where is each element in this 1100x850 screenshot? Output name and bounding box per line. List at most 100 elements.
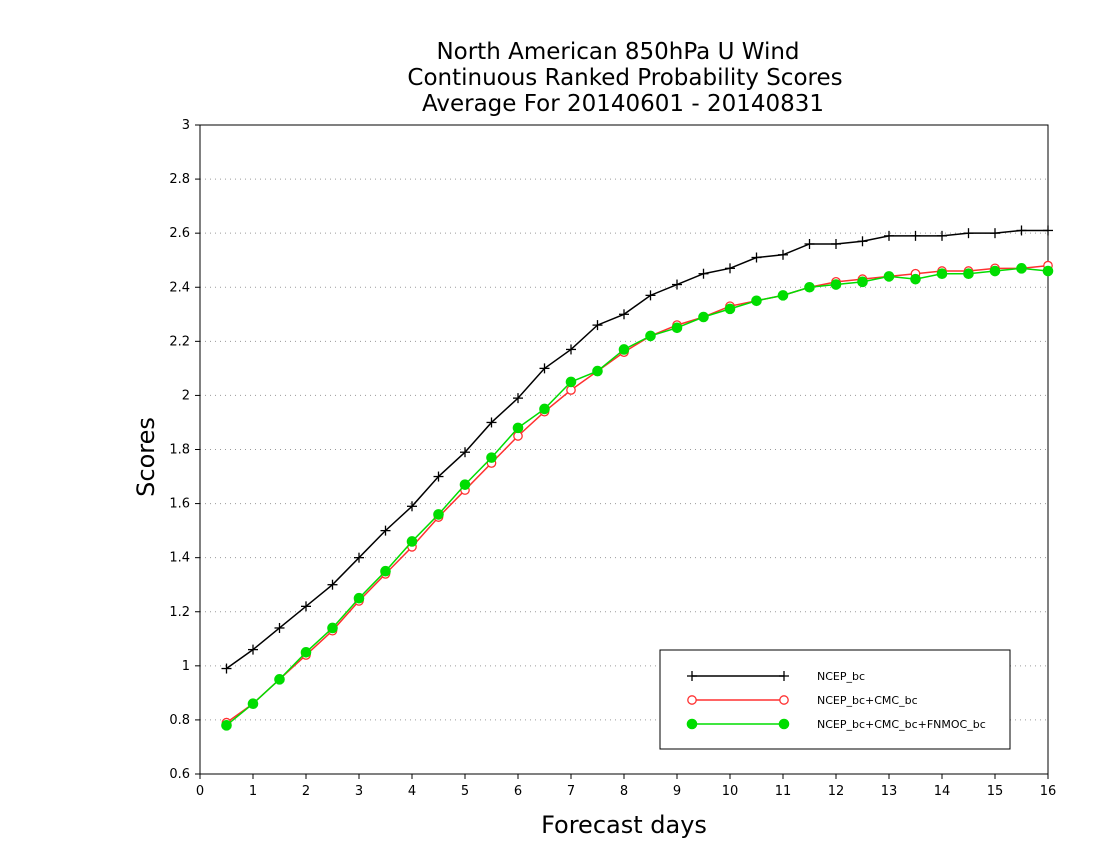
x-tick-label: 15 — [987, 784, 1004, 799]
data-point — [831, 238, 841, 249]
chart-title-line-3: Average For 20140601 - 20140831 — [422, 91, 824, 117]
x-tick-label: 16 — [1040, 784, 1057, 799]
y-tick-label: 1 — [182, 659, 190, 674]
data-point — [778, 249, 788, 260]
data-point — [724, 303, 736, 315]
data-point — [751, 295, 762, 307]
legend-marker — [779, 695, 789, 705]
y-tick-label: 2.8 — [169, 172, 190, 187]
data-point — [830, 279, 842, 290]
x-tick-label: 9 — [673, 784, 681, 799]
data-point — [407, 501, 417, 512]
legend-label: NCEP_bc — [817, 670, 865, 683]
legend-marker — [686, 718, 698, 730]
data-point — [221, 663, 232, 674]
data-point — [460, 447, 470, 458]
y-tick-label: 2.6 — [169, 226, 190, 241]
data-point — [248, 644, 258, 655]
data-point — [883, 271, 895, 282]
x-tick-label: 1 — [249, 784, 257, 799]
series-layer — [221, 225, 1054, 731]
x-tick-label: 12 — [828, 784, 845, 799]
y-axis-ticks: 0.6 0.8 1 1.2 1.4 1.6 1.8 2 2.2 2.4 2.6 2.8 3 — [169, 118, 200, 782]
gridlines — [200, 178, 1048, 721]
data-point — [936, 268, 948, 280]
series-line — [226, 229, 1048, 670]
legend-label: NCEP_bc+CMC_bc+FNMOC_bc — [817, 718, 986, 731]
y-tick-label: 2 — [182, 388, 190, 403]
data-point — [804, 238, 815, 249]
x-axis-ticks: 0 1 2 3 4 5 6 7 8 9 10 11 12 13 14 15 16 — [196, 774, 1056, 799]
x-tick-label: 3 — [355, 784, 363, 799]
data-point — [645, 330, 656, 342]
data-point — [300, 647, 312, 658]
data-point — [221, 720, 232, 731]
x-tick-label: 8 — [620, 784, 628, 799]
chart-title-line-2: Continuous Ranked Probability Scores — [407, 65, 842, 91]
x-tick-label: 13 — [881, 784, 898, 799]
y-axis-label: Scores — [132, 417, 160, 497]
data-point — [1043, 225, 1053, 236]
data-point — [910, 273, 921, 285]
data-point — [1042, 265, 1054, 277]
data-point — [619, 309, 629, 320]
x-tick-label: 5 — [461, 784, 469, 799]
legend-label: NCEP_bc+CMC_bc — [817, 694, 918, 707]
data-point — [565, 376, 577, 388]
data-point — [327, 579, 338, 590]
data-point — [327, 622, 338, 634]
y-tick-label: 1.2 — [169, 605, 190, 620]
data-point — [672, 279, 682, 290]
x-axis-label: Forecast days — [541, 811, 707, 839]
y-tick-label: 1.4 — [169, 551, 190, 566]
data-point — [247, 698, 259, 709]
data-point — [990, 228, 1000, 239]
legend-item: NCEP_bc+CMC_bc+FNMOC_bc — [686, 718, 986, 731]
legend: NCEP_bc NCEP_bc+CMC_bc NCEP_bc+CMC_bc+FNMO… — [659, 649, 1011, 750]
y-tick-label: 2.4 — [169, 280, 190, 295]
x-tick-label: 0 — [196, 784, 204, 799]
legend-item: NCEP_bc+CMC_bc — [687, 694, 918, 707]
data-point — [857, 276, 868, 288]
legend-marker — [687, 695, 697, 705]
data-point — [592, 365, 603, 377]
data-point — [433, 471, 444, 482]
data-point — [486, 452, 497, 463]
data-point — [301, 601, 311, 612]
data-point — [963, 268, 974, 280]
data-point — [751, 252, 762, 263]
legend-marker — [778, 718, 790, 730]
chart-title: North American 850hPa U Wind Continuous … — [407, 39, 842, 117]
x-tick-label: 7 — [567, 784, 575, 799]
data-point — [406, 536, 418, 547]
data-point — [274, 622, 285, 633]
data-point — [618, 344, 630, 355]
series-3 — [221, 263, 1054, 731]
data-point — [353, 592, 365, 604]
chart-title-line-1: North American 850hPa U Wind — [436, 39, 799, 65]
data-point — [433, 509, 444, 520]
x-tick-label: 11 — [775, 784, 792, 799]
y-tick-label: 3 — [182, 118, 190, 133]
data-point — [459, 479, 471, 490]
y-tick-label: 1.8 — [169, 443, 190, 458]
data-point — [1016, 225, 1027, 236]
y-tick-label: 0.8 — [169, 713, 190, 728]
data-point — [592, 320, 603, 331]
data-point — [274, 674, 285, 685]
x-tick-label: 4 — [408, 784, 416, 799]
legend-marker — [687, 671, 697, 681]
data-point — [671, 322, 683, 334]
data-point — [725, 263, 735, 274]
data-point — [884, 230, 894, 241]
x-tick-label: 10 — [722, 784, 739, 799]
data-point — [1016, 263, 1027, 274]
data-point — [698, 268, 709, 279]
data-point — [698, 311, 709, 323]
data-point — [804, 281, 815, 293]
data-point — [566, 344, 576, 355]
x-tick-label: 14 — [934, 784, 951, 799]
data-point — [539, 403, 550, 415]
y-tick-label: 0.6 — [169, 767, 190, 782]
